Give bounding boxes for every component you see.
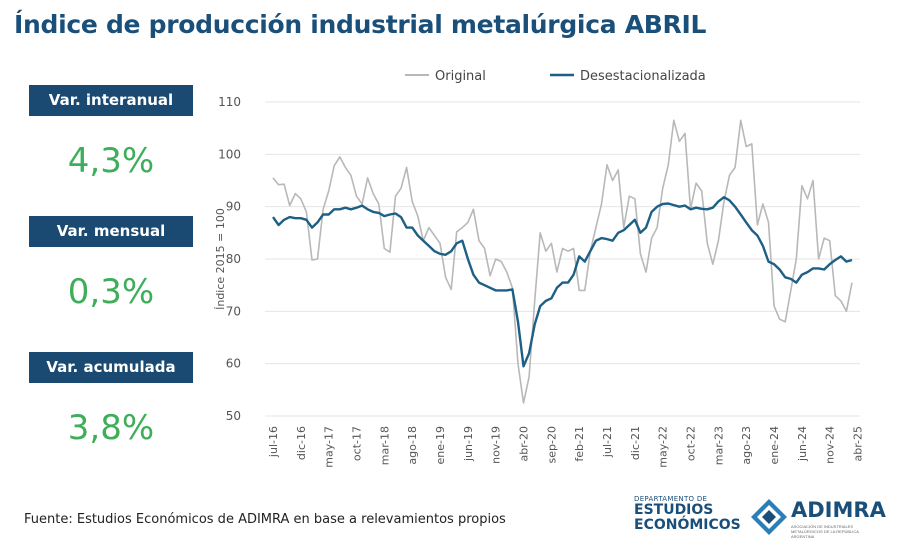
- x-tick-label: nov-19: [490, 426, 503, 464]
- y-tick-label: 100: [218, 147, 241, 161]
- x-tick-label: sep-20: [545, 426, 558, 463]
- x-tick-label: jun-24: [796, 426, 809, 462]
- kpi-label-acumulada: Var. acumulada: [29, 352, 193, 383]
- x-tick-label: abr-25: [852, 426, 865, 462]
- series-line-original: [272, 119, 853, 404]
- adimra-emblem-icon: [751, 499, 787, 535]
- kpi-label-interanual: Var. interanual: [29, 85, 193, 116]
- x-tick-label: mar-23: [712, 426, 725, 465]
- y-tick-label: 50: [226, 409, 241, 423]
- kpi-value-acumulada: 3,8%: [67, 408, 155, 448]
- estudios-economicos-logo: DEPARTAMENTO DE ESTUDIOS ECONÓMICOS: [634, 495, 741, 533]
- x-tick-label: jun-19: [462, 426, 475, 462]
- x-tick-label: mar-18: [378, 426, 391, 465]
- y-tick-label: 70: [226, 304, 241, 318]
- kpi-value-mensual: 0,3%: [67, 272, 155, 312]
- x-tick-label: ago-18: [406, 426, 419, 465]
- kpi-value-interanual: 4,3%: [67, 141, 155, 181]
- x-tick-label: jul-21: [601, 426, 614, 458]
- ee-logo-small: DEPARTAMENTO DE: [634, 495, 708, 503]
- adimra-wordmark: ADIMRA: [791, 498, 886, 522]
- x-tick-label: jul-16: [267, 426, 280, 458]
- x-tick-label: oct-22: [685, 426, 698, 461]
- x-tick-label: may-17: [323, 426, 336, 468]
- y-axis-label: Índice 2015 = 100: [214, 208, 227, 310]
- series-line-desestacionalizada: [272, 195, 853, 368]
- ee-logo-line2: ECONÓMICOS: [634, 517, 741, 533]
- x-tick-label: ene-19: [434, 426, 447, 464]
- x-tick-label: feb-21: [573, 426, 586, 462]
- x-tick-label: ene-24: [768, 426, 781, 464]
- kpi-label-mensual: Var. mensual: [29, 216, 193, 247]
- x-tick-label: dic-16: [295, 426, 308, 460]
- ee-logo-line1: ESTUDIOS: [634, 502, 714, 518]
- adimra-subtitle: ASOCIACIÓN DE INDUSTRIALES METALÚRGICOS …: [791, 524, 859, 539]
- adimra-logo: ADIMRA ASOCIACIÓN DE INDUSTRIALES METALÚ…: [751, 497, 886, 539]
- page-title: Índice de producción industrial metalúrg…: [14, 10, 707, 39]
- legend-label: Original: [435, 69, 486, 84]
- y-tick-label: 110: [218, 95, 241, 109]
- legend-label: Desestacionalizada: [580, 69, 706, 84]
- source-note: Fuente: Estudios Económicos de ADIMRA en…: [24, 512, 506, 527]
- x-tick-label: oct-17: [351, 426, 364, 461]
- x-tick-label: dic-21: [629, 426, 642, 460]
- y-tick-label: 80: [226, 252, 241, 266]
- y-tick-label: 90: [226, 200, 241, 214]
- x-tick-label: abr-20: [518, 426, 531, 462]
- x-tick-label: may-22: [657, 426, 670, 468]
- x-tick-label: nov-24: [824, 426, 837, 464]
- x-tick-label: ago-23: [740, 426, 753, 465]
- y-tick-label: 60: [226, 357, 241, 371]
- line-chart: 50 60 70 80 90 100 110 Índice 2015 = 100 jul-16 d…: [214, 69, 865, 468]
